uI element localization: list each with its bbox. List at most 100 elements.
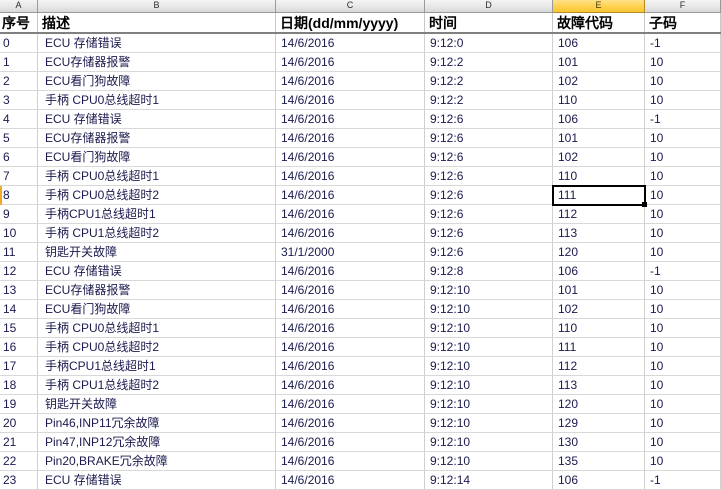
cell-fault-code[interactable]: 120 bbox=[553, 243, 645, 262]
cell-time[interactable]: 9:12:6 bbox=[425, 243, 553, 262]
cell-description[interactable]: Pin46,INP11冗余故障 bbox=[38, 414, 276, 433]
cell-sub-code[interactable]: 10 bbox=[645, 433, 721, 452]
cell-date[interactable]: 14/6/2016 bbox=[276, 357, 425, 376]
cell-description[interactable]: 钥匙开关故障 bbox=[38, 243, 276, 262]
cell-index[interactable]: 13 bbox=[0, 281, 38, 300]
cell-sub-code[interactable]: 10 bbox=[645, 319, 721, 338]
cell-time[interactable]: 9:12:10 bbox=[425, 281, 553, 300]
cell-time[interactable]: 9:12:6 bbox=[425, 167, 553, 186]
cell-fault-code[interactable]: 106 bbox=[553, 34, 645, 53]
cell-fault-code[interactable]: 101 bbox=[553, 281, 645, 300]
cell-date[interactable]: 14/6/2016 bbox=[276, 452, 425, 471]
column-title-index[interactable]: 序号 bbox=[0, 13, 38, 32]
cell-sub-code[interactable]: 10 bbox=[645, 91, 721, 110]
cell-date[interactable]: 31/1/2000 bbox=[276, 243, 425, 262]
cell-time[interactable]: 9:12:2 bbox=[425, 53, 553, 72]
cell-description[interactable]: ECU存储器报警 bbox=[38, 53, 276, 72]
cell-time[interactable]: 9:12:6 bbox=[425, 205, 553, 224]
cell-description[interactable]: ECU存储器报警 bbox=[38, 129, 276, 148]
cell-index[interactable]: 21 bbox=[0, 433, 38, 452]
cell-sub-code[interactable]: -1 bbox=[645, 471, 721, 490]
cell-description[interactable]: 手柄 CPU1总线超时2 bbox=[38, 224, 276, 243]
cell-index[interactable]: 17 bbox=[0, 357, 38, 376]
table-row[interactable]: 17 手柄CPU1总线超时1 14/6/2016 9:12:10 112 10 bbox=[0, 357, 721, 376]
cell-sub-code[interactable]: -1 bbox=[645, 34, 721, 53]
cell-description[interactable]: ECU存储器报警 bbox=[38, 281, 276, 300]
cell-description[interactable]: ECU看门狗故障 bbox=[38, 300, 276, 319]
cell-index[interactable]: 20 bbox=[0, 414, 38, 433]
cell-description[interactable]: ECU看门狗故障 bbox=[38, 148, 276, 167]
cell-time[interactable]: 9:12:6 bbox=[425, 129, 553, 148]
cell-fault-code[interactable]: 113 bbox=[553, 376, 645, 395]
cell-sub-code[interactable]: 10 bbox=[645, 72, 721, 91]
cell-date[interactable]: 14/6/2016 bbox=[276, 376, 425, 395]
cell-index[interactable]: 23 bbox=[0, 471, 38, 490]
cell-time[interactable]: 9:12:6 bbox=[425, 224, 553, 243]
cell-index[interactable]: 4 bbox=[0, 110, 38, 129]
cell-sub-code[interactable]: 10 bbox=[645, 129, 721, 148]
column-header-d[interactable]: D bbox=[425, 0, 553, 13]
cell-description[interactable]: 手柄 CPU1总线超时2 bbox=[38, 376, 276, 395]
cell-fault-code[interactable]: 130 bbox=[553, 433, 645, 452]
column-title-sub-code[interactable]: 子码 bbox=[645, 13, 721, 32]
table-row[interactable]: 1 ECU存储器报警 14/6/2016 9:12:2 101 10 bbox=[0, 53, 721, 72]
cell-date[interactable]: 14/6/2016 bbox=[276, 53, 425, 72]
table-row[interactable]: 16 手柄 CPU0总线超时2 14/6/2016 9:12:10 111 10 bbox=[0, 338, 721, 357]
cell-index[interactable]: 2 bbox=[0, 72, 38, 91]
cell-description[interactable]: 手柄 CPU0总线超时1 bbox=[38, 167, 276, 186]
cell-fault-code[interactable]: 111 bbox=[553, 338, 645, 357]
cell-fault-code[interactable]: 111 bbox=[553, 186, 645, 205]
cell-fault-code[interactable]: 102 bbox=[553, 300, 645, 319]
cell-time[interactable]: 9:12:2 bbox=[425, 91, 553, 110]
cell-time[interactable]: 9:12:10 bbox=[425, 433, 553, 452]
cell-fault-code[interactable]: 112 bbox=[553, 205, 645, 224]
cell-date[interactable]: 14/6/2016 bbox=[276, 167, 425, 186]
cell-date[interactable]: 14/6/2016 bbox=[276, 72, 425, 91]
cell-index[interactable]: 10 bbox=[0, 224, 38, 243]
column-title-time[interactable]: 时间 bbox=[425, 13, 553, 32]
table-row[interactable]: 2 ECU看门狗故障 14/6/2016 9:12:2 102 10 bbox=[0, 72, 721, 91]
column-header-e[interactable]: E bbox=[553, 0, 645, 13]
cell-fault-code[interactable]: 129 bbox=[553, 414, 645, 433]
cell-fault-code[interactable]: 106 bbox=[553, 110, 645, 129]
cell-description[interactable]: 手柄 CPU0总线超时1 bbox=[38, 91, 276, 110]
cell-fault-code[interactable]: 101 bbox=[553, 129, 645, 148]
column-header-b[interactable]: B bbox=[38, 0, 276, 13]
cell-date[interactable]: 14/6/2016 bbox=[276, 186, 425, 205]
cell-time[interactable]: 9:12:14 bbox=[425, 471, 553, 490]
cell-index[interactable]: 3 bbox=[0, 91, 38, 110]
cell-sub-code[interactable]: 10 bbox=[645, 205, 721, 224]
cell-sub-code[interactable]: 10 bbox=[645, 395, 721, 414]
table-row[interactable]: 15 手柄 CPU0总线超时1 14/6/2016 9:12:10 110 10 bbox=[0, 319, 721, 338]
table-row[interactable]: 8 手柄 CPU0总线超时2 14/6/2016 9:12:6 111 10 bbox=[0, 186, 721, 205]
table-row[interactable]: 4 ECU 存储错误 14/6/2016 9:12:6 106 -1 bbox=[0, 110, 721, 129]
cell-sub-code[interactable]: 10 bbox=[645, 281, 721, 300]
cell-fault-code[interactable]: 112 bbox=[553, 357, 645, 376]
cell-date[interactable]: 14/6/2016 bbox=[276, 148, 425, 167]
cell-time[interactable]: 9:12:10 bbox=[425, 414, 553, 433]
cell-index[interactable]: 6 bbox=[0, 148, 38, 167]
cell-sub-code[interactable]: 10 bbox=[645, 224, 721, 243]
table-row[interactable]: 3 手柄 CPU0总线超时1 14/6/2016 9:12:2 110 10 bbox=[0, 91, 721, 110]
cell-index[interactable]: 16 bbox=[0, 338, 38, 357]
table-row[interactable]: 22 Pin20,BRAKE冗余故障 14/6/2016 9:12:10 135 10 bbox=[0, 452, 721, 471]
cell-time[interactable]: 9:12:10 bbox=[425, 338, 553, 357]
cell-time[interactable]: 9:12:6 bbox=[425, 110, 553, 129]
cell-date[interactable]: 14/6/2016 bbox=[276, 224, 425, 243]
cell-fault-code[interactable]: 106 bbox=[553, 471, 645, 490]
cell-index[interactable]: 7 bbox=[0, 167, 38, 186]
column-title-fault-code[interactable]: 故障代码 bbox=[553, 13, 645, 32]
cell-index[interactable]: 1 bbox=[0, 53, 38, 72]
cell-sub-code[interactable]: -1 bbox=[645, 110, 721, 129]
cell-description[interactable]: 手柄 CPU0总线超时2 bbox=[38, 338, 276, 357]
table-row[interactable]: 12 ECU 存储错误 14/6/2016 9:12:8 106 -1 bbox=[0, 262, 721, 281]
cell-fault-code[interactable]: 113 bbox=[553, 224, 645, 243]
cell-index[interactable]: 19 bbox=[0, 395, 38, 414]
cell-description[interactable]: Pin20,BRAKE冗余故障 bbox=[38, 452, 276, 471]
cell-sub-code[interactable]: 10 bbox=[645, 338, 721, 357]
table-row[interactable]: 0 ECU 存储错误 14/6/2016 9:12:0 106 -1 bbox=[0, 34, 721, 53]
cell-index[interactable]: 18 bbox=[0, 376, 38, 395]
cell-time[interactable]: 9:12:10 bbox=[425, 357, 553, 376]
cell-fault-code[interactable]: 110 bbox=[553, 91, 645, 110]
cell-time[interactable]: 9:12:10 bbox=[425, 319, 553, 338]
